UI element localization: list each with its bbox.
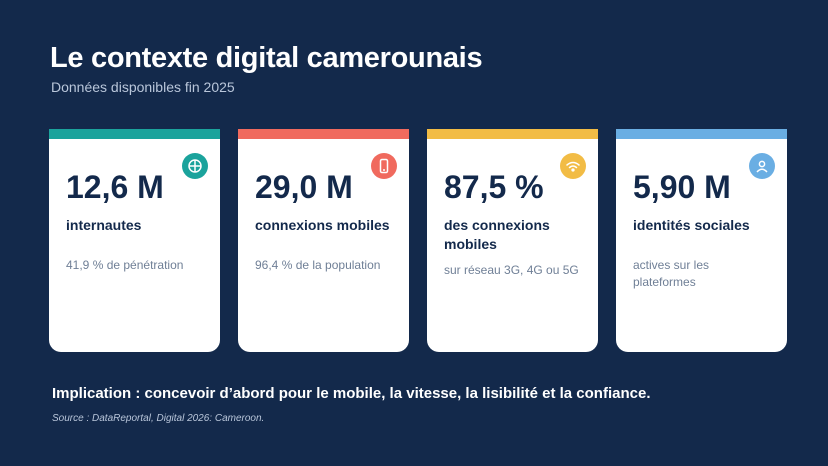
page-title: Le contexte digital camerounais bbox=[50, 42, 483, 74]
stat-value: 12,6 M bbox=[66, 169, 164, 205]
stat-label: des connexions mobiles bbox=[444, 217, 550, 252]
stat-value: 5,90 M bbox=[633, 169, 731, 205]
stat-note: 41,9 % de pénétration bbox=[66, 258, 184, 272]
stat-card-connexions-mobiles: 29,0 M connexions mobiles 96,4 % de la p… bbox=[238, 129, 409, 352]
wifi-icon bbox=[560, 153, 586, 179]
page-subtitle: Données disponibles fin 2025 bbox=[51, 79, 235, 95]
stat-note: 96,4 % de la population bbox=[255, 258, 381, 272]
stat-card-identites-sociales: 5,90 M identités sociales actives sur le… bbox=[616, 129, 787, 352]
stat-label: identités sociales bbox=[633, 217, 750, 233]
stat-value: 87,5 % bbox=[444, 169, 544, 205]
card-accent-bar bbox=[238, 129, 409, 139]
globe-icon bbox=[182, 153, 208, 179]
user-icon bbox=[749, 153, 775, 179]
stat-label: connexions mobiles bbox=[255, 217, 390, 233]
card-accent-bar bbox=[616, 129, 787, 139]
card-accent-bar bbox=[49, 129, 220, 139]
stat-card-internautes: 12,6 M internautes 41,9 % de pénétration bbox=[49, 129, 220, 352]
stat-label: internautes bbox=[66, 217, 142, 233]
card-accent-bar bbox=[427, 129, 598, 139]
stat-note: sur réseau 3G, 4G ou 5G bbox=[444, 263, 579, 277]
smartphone-icon bbox=[371, 153, 397, 179]
implication-text: Implication : concevoir d’abord pour le … bbox=[52, 385, 651, 402]
source-citation: Source : DataReportal, Digital 2026: Cam… bbox=[52, 413, 265, 424]
stat-note: actives sur les plateformes bbox=[633, 258, 710, 289]
stat-card-reseau: 87,5 % des connexions mobiles sur réseau… bbox=[427, 129, 598, 352]
stat-value: 29,0 M bbox=[255, 169, 353, 205]
